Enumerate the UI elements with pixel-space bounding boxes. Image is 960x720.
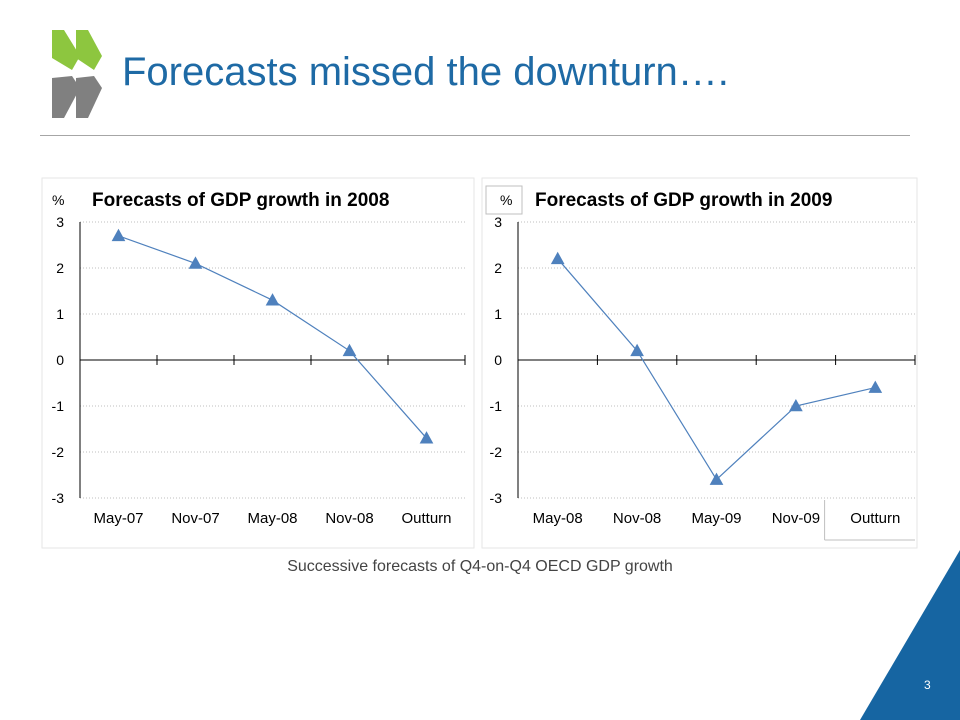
y-tick-label: 3 <box>494 214 502 230</box>
title-divider <box>40 135 910 136</box>
chart-caption: Successive forecasts of Q4-on-Q4 OECD GD… <box>287 558 673 575</box>
y-tick-label: 2 <box>494 260 502 276</box>
y-tick-label: 0 <box>56 352 64 368</box>
x-category-label: Nov-07 <box>171 510 219 527</box>
y-tick-label: 1 <box>494 306 502 322</box>
x-category-label: Outturn <box>850 510 900 527</box>
data-point-marker <box>111 228 126 242</box>
logo-chevron-green-right <box>76 30 102 70</box>
data-point-marker <box>419 431 434 444</box>
y-tick-label: -2 <box>490 444 503 460</box>
unit-label-box <box>485 185 523 215</box>
chart-frame <box>41 177 475 549</box>
logo-chevron-grey-left <box>52 76 80 118</box>
chart-frame <box>481 177 918 549</box>
x-category-label: Nov-08 <box>325 510 373 527</box>
y-tick-label: -1 <box>490 398 503 414</box>
data-point-marker <box>709 472 724 485</box>
chart-title: Forecasts of GDP growth in 2008 <box>92 190 389 211</box>
y-unit-label: % <box>52 192 64 208</box>
logo-chevron-grey-right <box>76 76 102 118</box>
y-tick-label: 2 <box>56 260 64 276</box>
y-tick-label: -1 <box>52 398 65 414</box>
x-category-label: May-09 <box>691 510 741 527</box>
data-point-marker <box>789 398 803 412</box>
page-number: 3 <box>924 678 931 692</box>
y-unit-label: % <box>500 192 512 208</box>
data-point-marker <box>342 343 357 357</box>
data-point-marker <box>868 380 883 393</box>
x-category-label: Nov-09 <box>772 510 820 527</box>
x-category-label: May-08 <box>247 510 297 527</box>
series-line <box>557 258 876 481</box>
corner-triangle-decoration <box>860 550 960 720</box>
y-tick-label: 0 <box>494 352 502 368</box>
slide-title: Forecasts missed the downturn…. <box>122 50 729 94</box>
data-point-marker <box>550 251 565 265</box>
y-tick-label: -3 <box>490 490 503 506</box>
y-tick-label: -3 <box>52 490 65 506</box>
data-point-marker <box>265 293 280 306</box>
y-tick-label: -2 <box>52 444 65 460</box>
x-category-label: Outturn <box>401 510 451 527</box>
x-category-label: May-08 <box>533 510 583 527</box>
logo-chevron-green-left <box>52 30 80 70</box>
x-category-label: Nov-08 <box>613 510 661 527</box>
oecd-logo-icon <box>52 30 102 118</box>
y-tick-label: 1 <box>56 306 64 322</box>
chart-title: Forecasts of GDP growth in 2009 <box>535 190 832 211</box>
x-category-label: May-07 <box>93 510 143 527</box>
y-tick-label: 3 <box>56 214 64 230</box>
data-point-marker <box>188 256 203 269</box>
data-point-marker <box>630 343 644 357</box>
